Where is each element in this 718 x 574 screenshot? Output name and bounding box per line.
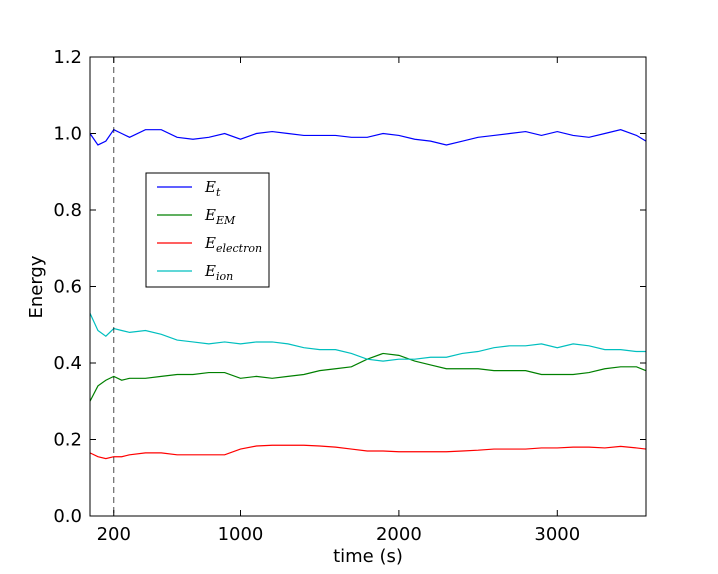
- y-tick-label: 0.2: [53, 430, 82, 451]
- y-tick-label: 0.4: [53, 353, 82, 374]
- plot-frame: [89, 56, 647, 517]
- series-line: [89, 313, 646, 362]
- legend-label: EEM: [204, 206, 236, 227]
- y-tick-label: 0.8: [53, 200, 82, 221]
- x-tick-label: 1000: [218, 524, 264, 545]
- y-tick-label: 1.2: [53, 47, 82, 68]
- legend-label: Eion: [204, 262, 233, 283]
- y-tick-label: 0.6: [53, 277, 82, 298]
- x-tick-label: 2000: [376, 524, 422, 545]
- x-tick-label: 3000: [534, 524, 580, 545]
- series-line: [89, 128, 647, 146]
- y-tick-label: 1.0: [53, 124, 82, 145]
- series-line: [89, 352, 647, 402]
- y-tick-label: 0.0: [53, 506, 82, 527]
- x-axis-label: time (s): [333, 546, 403, 567]
- series-line: [89, 444, 647, 460]
- legend-box: [145, 172, 270, 288]
- y-axis-label: Energy: [26, 255, 47, 318]
- legend-label: Eelectron: [204, 234, 262, 255]
- x-tick-label: 200: [97, 524, 131, 545]
- legend-label: Et: [204, 178, 221, 199]
